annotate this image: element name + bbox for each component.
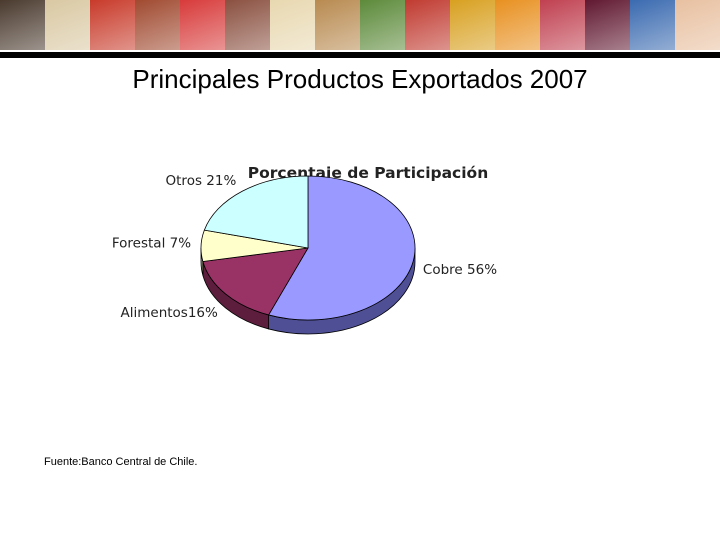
- banner-photo-3: [90, 0, 135, 50]
- pie-chart: Porcentaje de Participación Cobre 56%Ali…: [112, 164, 497, 335]
- pie-labels: Cobre 56% Alimentos16% Forestal 7% Otros 21…: [112, 173, 497, 321]
- banner-photo-4: [135, 0, 180, 50]
- slice-label-cobre: Cobre 56%: [423, 262, 497, 278]
- banner-photo-7: [270, 0, 315, 50]
- pie-slice-otros: [203, 175, 309, 249]
- banner-photo-8: [315, 0, 360, 50]
- slice-label-alimentos: Alimentos16%: [121, 305, 219, 321]
- banner-photo-10: [405, 0, 450, 50]
- banner-photo-11: [450, 0, 495, 50]
- header-photo-banner: [0, 0, 720, 50]
- banner-photo-12: [495, 0, 540, 50]
- banner-divider: [0, 52, 720, 58]
- banner-photo-14: [585, 0, 630, 50]
- source-note: Fuente:Banco Central de Chile.: [44, 456, 198, 468]
- slice-label-otros: Otros 21%: [166, 173, 237, 189]
- banner-photo-15: [630, 0, 675, 50]
- pie-slice-alimentos: [202, 247, 309, 316]
- slide-title: Principales Productos Exportados 2007: [132, 64, 588, 94]
- pie-slices: [200, 175, 416, 321]
- banner-photo-16: [675, 0, 720, 50]
- slice-label-forestal: Forestal 7%: [112, 235, 191, 251]
- banner-photo-13: [540, 0, 585, 50]
- pie-slice-cobre: [267, 175, 416, 321]
- banner-photo-5: [180, 0, 225, 50]
- banner-photo-2: [45, 0, 90, 50]
- banner-photo-9: [360, 0, 405, 50]
- banner-photo-6: [225, 0, 270, 50]
- banner-photo-1: [0, 0, 45, 50]
